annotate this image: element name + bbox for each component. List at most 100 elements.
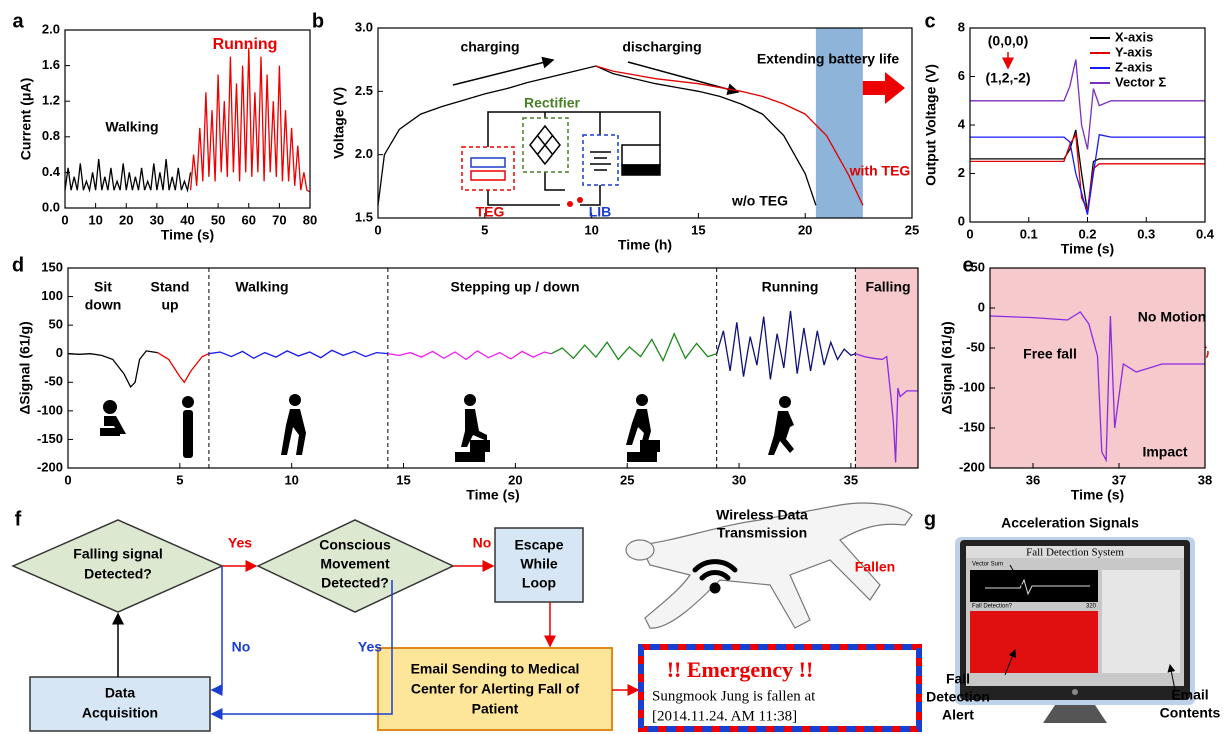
x-tick-label: 0.2 xyxy=(1078,226,1096,241)
alert-label: Fall xyxy=(946,671,970,687)
x-tick-label: 10 xyxy=(284,472,298,487)
legend-label: Vector Σ xyxy=(1115,74,1166,89)
series-label: w/o TEG xyxy=(731,193,788,209)
email-title: !! Emergency !! xyxy=(667,657,814,682)
x-axis-label: Time (h) xyxy=(618,237,672,253)
section-label: Falling xyxy=(865,279,910,295)
annotation: charging xyxy=(460,39,519,55)
plot-frame xyxy=(65,30,310,208)
x-tick-label: 40 xyxy=(180,212,194,227)
y-axis-label: ΔSignal (61/g) xyxy=(17,321,33,414)
panel-letter: a xyxy=(12,10,24,32)
series-line xyxy=(65,159,191,190)
section-label: Stand xyxy=(151,279,190,295)
node-label: Data xyxy=(105,685,136,701)
screen-text: Fall Detection? xyxy=(972,604,1013,610)
x-tick-label: 5 xyxy=(176,472,183,487)
node-label: Conscious xyxy=(319,537,391,553)
annotation: (1,2,-2) xyxy=(985,70,1030,86)
edge-label: No xyxy=(473,535,492,551)
y-tick-label: 1.5 xyxy=(355,209,373,224)
screen-text: 320 xyxy=(1086,604,1097,610)
x-tick-label: 30 xyxy=(150,212,164,227)
y-axis-label: ΔSignal (61/g) xyxy=(939,321,955,414)
x-tick-label: 50 xyxy=(211,212,225,227)
legend-label: Y-axis xyxy=(1115,44,1153,59)
figure: abcdefg010203040506070800.00.40.81.21.62… xyxy=(0,0,1225,734)
x-tick-label: 30 xyxy=(732,472,746,487)
series-label: Running xyxy=(213,36,278,53)
y-tick-label: 6 xyxy=(958,68,965,83)
x-axis-label: Time (s) xyxy=(1061,241,1114,257)
y-tick-label: 50 xyxy=(971,259,985,274)
y-tick-label: 2.0 xyxy=(355,146,373,161)
edge-label: Yes xyxy=(358,639,382,655)
node-label: Email Sending to Medical xyxy=(411,661,580,677)
panel-letter: b xyxy=(312,10,324,32)
node-label: Center for Alerting Fall of xyxy=(411,681,580,697)
series-line xyxy=(158,353,209,383)
legend-label: Z-axis xyxy=(1115,59,1153,74)
y-tick-label: 2.5 xyxy=(355,83,373,98)
x-tick-label: 80 xyxy=(303,212,317,227)
y-tick-label: -150 xyxy=(37,431,63,446)
series-line xyxy=(970,130,1205,212)
alert-label: Detection xyxy=(926,689,990,705)
x-tick-label: 0 xyxy=(61,212,68,227)
y-tick-label: 2 xyxy=(958,165,965,180)
annotation: Free fall xyxy=(1023,346,1077,362)
y-tick-label: 50 xyxy=(49,317,63,332)
x-tick-label: 0.3 xyxy=(1137,226,1155,241)
panel-letter: c xyxy=(924,10,935,32)
x-tick-label: 0 xyxy=(966,226,973,241)
node-label: Acquisition xyxy=(82,705,158,721)
x-tick-label: 15 xyxy=(691,222,705,237)
node-label: Detected? xyxy=(84,566,152,582)
email-body: [2014.11.24. AM 11:38] xyxy=(652,708,797,724)
panel-letter: f xyxy=(15,508,22,530)
x-tick-label: 20 xyxy=(798,222,812,237)
series-line xyxy=(717,311,856,380)
x-axis-label: Time (s) xyxy=(1071,487,1124,503)
node-label: Detected? xyxy=(321,575,389,591)
x-tick-label: 25 xyxy=(620,472,634,487)
y-tick-label: 3.0 xyxy=(355,19,373,34)
y-tick-label: 2.0 xyxy=(42,21,60,36)
x-tick-label: 20 xyxy=(119,212,133,227)
y-tick-label: 0 xyxy=(958,213,965,228)
y-axis-label: Current (μA) xyxy=(18,78,34,160)
plot-frame xyxy=(970,28,1205,222)
edge-label: Yes xyxy=(228,535,252,551)
y-axis-label: Output Voltage (V) xyxy=(923,64,939,186)
x-tick-label: 36 xyxy=(1026,472,1040,487)
annotation: discharging xyxy=(622,39,701,55)
section-label: Walking xyxy=(235,279,288,295)
series-label: with TEG xyxy=(849,163,911,179)
annotation: LIB xyxy=(589,204,612,220)
y-tick-label: -100 xyxy=(959,379,985,394)
series-line xyxy=(209,350,388,358)
circuit xyxy=(453,60,738,207)
wireless-label: Wireless Data xyxy=(716,507,808,523)
series-line xyxy=(388,351,551,360)
fallen-label: Fallen xyxy=(855,559,895,575)
y-tick-label: 0.8 xyxy=(42,128,60,143)
wireless-label: Transmission xyxy=(717,525,807,541)
x-tick-label: 0 xyxy=(374,222,381,237)
series-line xyxy=(551,334,717,361)
node-label: Movement xyxy=(320,556,390,572)
series-label: Walking xyxy=(105,119,158,135)
alert-label: Alert xyxy=(942,707,974,723)
node-label: While xyxy=(520,556,558,572)
node-label: Patient xyxy=(472,701,519,717)
section-label: up xyxy=(161,297,178,313)
x-tick-label: 0.4 xyxy=(1196,226,1215,241)
email-label: Email xyxy=(1171,687,1208,703)
x-axis-label: Time (s) xyxy=(466,487,519,503)
screen-text: Vector Sum xyxy=(972,562,1003,568)
x-tick-label: 0 xyxy=(64,472,71,487)
node-label: Escape xyxy=(514,537,563,553)
panel-letter: g xyxy=(924,508,936,530)
annotation: (0,0,0) xyxy=(988,33,1028,49)
email-body: Sungmook Jung is fallen at xyxy=(652,688,816,704)
